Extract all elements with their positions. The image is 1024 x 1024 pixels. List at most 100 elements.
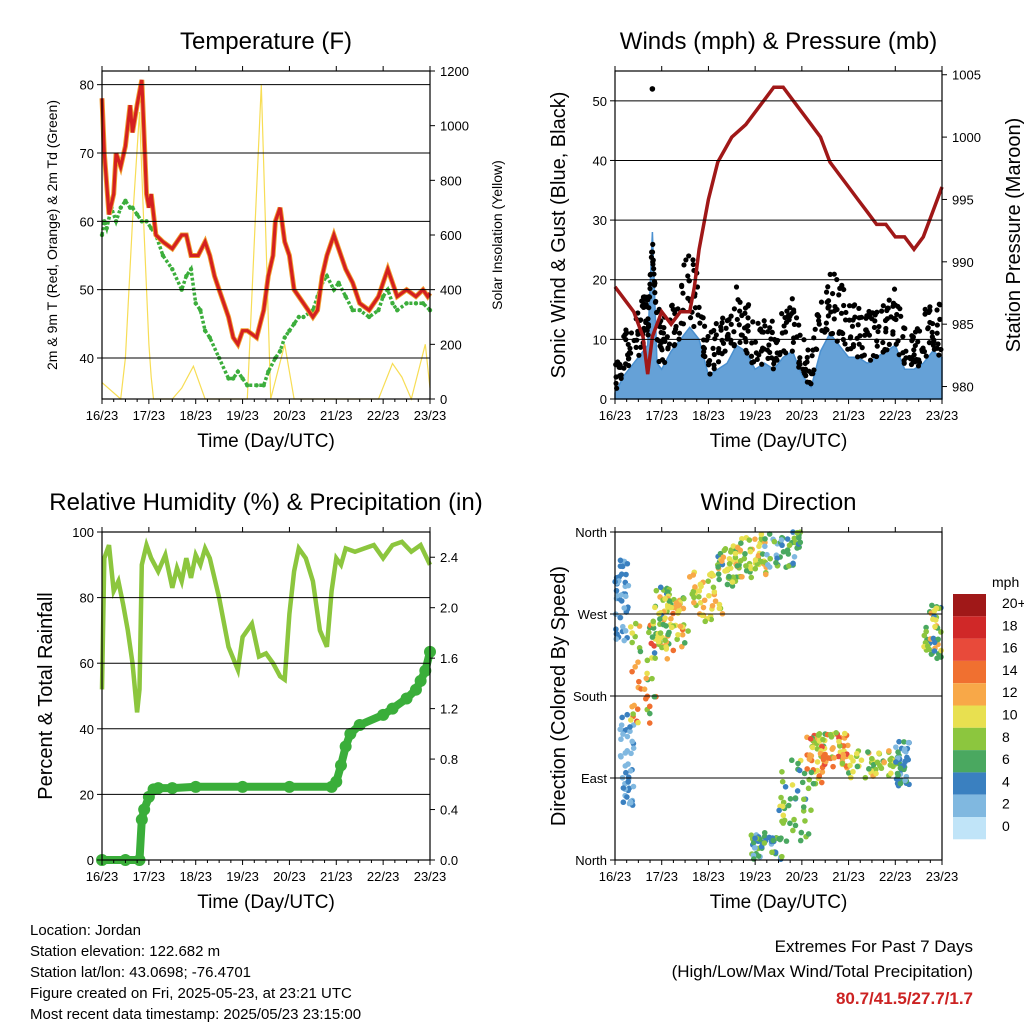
- direction-point: [698, 583, 704, 590]
- y-tick-label: 40: [80, 351, 94, 366]
- direction-point: [924, 643, 931, 649]
- gust-point: [660, 330, 667, 336]
- direction-point: [895, 772, 901, 779]
- gust-point: [771, 358, 778, 364]
- gust-point: [921, 348, 928, 355]
- direction-point: [865, 749, 871, 755]
- gust-point: [838, 310, 845, 316]
- gust-point: [818, 299, 825, 305]
- gust-point: [843, 309, 849, 316]
- direction-point: [766, 564, 773, 570]
- dewpoint-point: [160, 253, 166, 258]
- direction-point: [938, 647, 944, 654]
- colorbar-swatch: [953, 794, 986, 817]
- gust-point: [759, 345, 766, 351]
- direction-point: [624, 711, 631, 718]
- gust-point: [767, 349, 773, 356]
- dewpoint-point: [291, 321, 297, 327]
- gust-point: [750, 319, 756, 325]
- gust-point: [793, 315, 800, 321]
- gust-point: [765, 355, 771, 361]
- gust-point: [829, 290, 836, 297]
- colorbar-label: 14: [1002, 662, 1018, 678]
- direction-point: [839, 760, 846, 767]
- direction-point: [902, 758, 909, 765]
- direction-point: [715, 571, 722, 577]
- gust-point: [669, 302, 675, 308]
- direction-point: [778, 794, 784, 801]
- colorbar-swatch: [953, 750, 986, 773]
- direction-point: [756, 543, 762, 550]
- created-text: Figure created on Fri, 2025-05-23, at 23…: [30, 985, 352, 1002]
- gust-point: [628, 330, 635, 336]
- gust-point: [728, 321, 734, 327]
- gust-point: [893, 316, 899, 323]
- precip-point: [334, 759, 347, 772]
- y-tick-label: South: [573, 689, 607, 704]
- direction-point: [700, 604, 707, 611]
- extremes-subtitle: (High/Low/Max Wind/Total Precipitation): [672, 962, 973, 981]
- direction-point: [662, 596, 668, 602]
- gust-point: [886, 341, 892, 347]
- gust-point: [850, 317, 856, 323]
- x-tick-label: 23/23: [926, 408, 959, 423]
- direction-point: [776, 807, 782, 814]
- gust-point: [916, 328, 923, 334]
- direction-point: [665, 631, 671, 638]
- precip-series: [98, 647, 434, 864]
- gust-point: [743, 347, 749, 353]
- x-tick-label: 19/23: [739, 408, 772, 423]
- x-tick-label: 20/23: [786, 869, 819, 884]
- direction-point: [766, 531, 773, 537]
- gust-point: [731, 306, 738, 312]
- x-tick-label: 23/23: [414, 408, 447, 423]
- y-tick-label: 50: [593, 94, 607, 109]
- direction-point: [624, 560, 631, 567]
- direction-point: [690, 588, 697, 595]
- direction-point: [650, 618, 657, 625]
- chart-title: Wind Direction: [700, 489, 856, 516]
- colorbar-label: 0: [1002, 818, 1010, 834]
- direction-point: [706, 592, 712, 599]
- temp-2m-series: [100, 79, 432, 348]
- gust-point: [846, 317, 853, 323]
- chart-title: Relative Humidity (%) & Precipitation (i…: [49, 489, 482, 516]
- direction-point: [680, 605, 687, 612]
- y2-tick-label: 2.0: [440, 601, 458, 616]
- direction-point: [841, 730, 848, 737]
- gust-point: [867, 357, 874, 363]
- gust-point: [856, 341, 862, 347]
- direction-point: [792, 795, 799, 801]
- y-tick-label: West: [578, 607, 608, 622]
- direction-point: [691, 594, 697, 601]
- direction-point: [795, 760, 801, 767]
- direction-point: [705, 578, 712, 584]
- gust-point: [650, 261, 656, 267]
- direction-point: [797, 539, 804, 546]
- colorbar-label: 20+: [1002, 595, 1024, 611]
- y-tick-label: 80: [80, 591, 94, 606]
- direction-point: [629, 738, 635, 745]
- plot-frame: [101, 531, 431, 861]
- y-tick-label: 50: [80, 283, 94, 298]
- direction-point: [750, 839, 757, 846]
- dewpoint-point: [184, 273, 189, 279]
- direction-point: [897, 765, 904, 771]
- direction-point: [629, 639, 635, 646]
- x-tick-label: 16/23: [599, 408, 632, 423]
- direction-point: [854, 763, 861, 770]
- direction-point: [662, 637, 668, 644]
- gust-point: [638, 317, 644, 323]
- gust-point: [859, 353, 865, 359]
- gust-point: [679, 283, 685, 290]
- gust-point: [623, 330, 630, 336]
- gust-point: [890, 331, 896, 337]
- rh-series: [99, 537, 433, 713]
- gust-point: [823, 320, 829, 326]
- colorbar-swatch: [953, 660, 986, 684]
- gust-point: [745, 315, 751, 321]
- direction-point: [755, 853, 762, 859]
- direction-point: [617, 557, 624, 564]
- direction-point: [779, 778, 786, 785]
